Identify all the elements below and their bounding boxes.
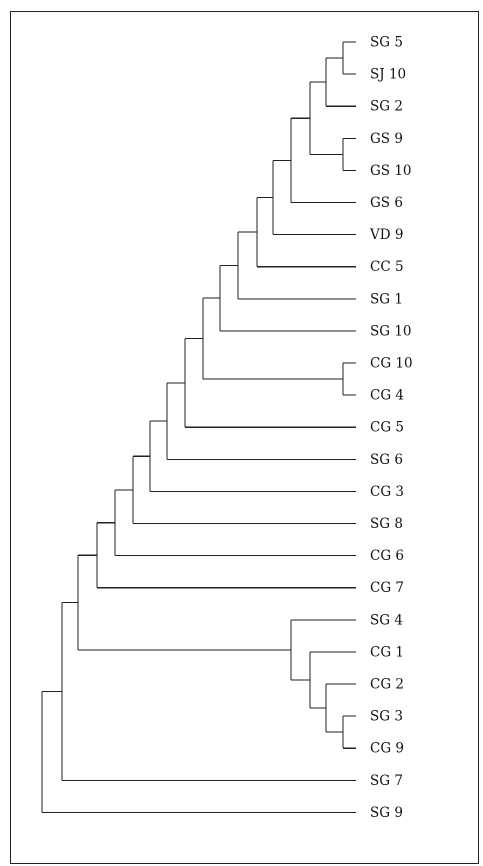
leaf-label: CG 3	[370, 484, 404, 500]
leaf-label: GS 9	[370, 131, 403, 147]
leaf-label: CG 7	[370, 580, 404, 596]
leaf-label: CC 5	[370, 259, 404, 275]
leaf-label: SG 5	[370, 35, 403, 51]
leaf-label: SJ 10	[370, 67, 406, 83]
leaf-label: SG 2	[370, 99, 403, 115]
leaf-label: VD 9	[369, 227, 403, 243]
leaf-label: CG 10	[370, 356, 413, 372]
leaf-label: CG 9	[370, 741, 404, 757]
leaf-label: SG 10	[370, 323, 412, 339]
figure-frame	[10, 11, 479, 864]
leaf-label: SG 3	[370, 709, 403, 725]
leaf-label: CG 4	[370, 388, 404, 404]
leaf-label: GS 10	[370, 163, 412, 179]
leaf-label: CG 2	[370, 677, 404, 693]
leaf-label: SG 1	[370, 291, 403, 307]
leaf-label: GS 6	[370, 195, 403, 211]
leaf-label: SG 9	[370, 805, 403, 821]
leaf-label: CG 5	[370, 420, 404, 436]
leaf-label: CG 1	[370, 644, 404, 660]
leaf-label: CG 6	[370, 548, 404, 564]
leaf-label: SG 7	[370, 773, 403, 789]
leaf-label: SG 6	[370, 452, 403, 468]
leaf-label: SG 8	[370, 516, 403, 532]
leaf-label: SG 4	[370, 612, 403, 628]
